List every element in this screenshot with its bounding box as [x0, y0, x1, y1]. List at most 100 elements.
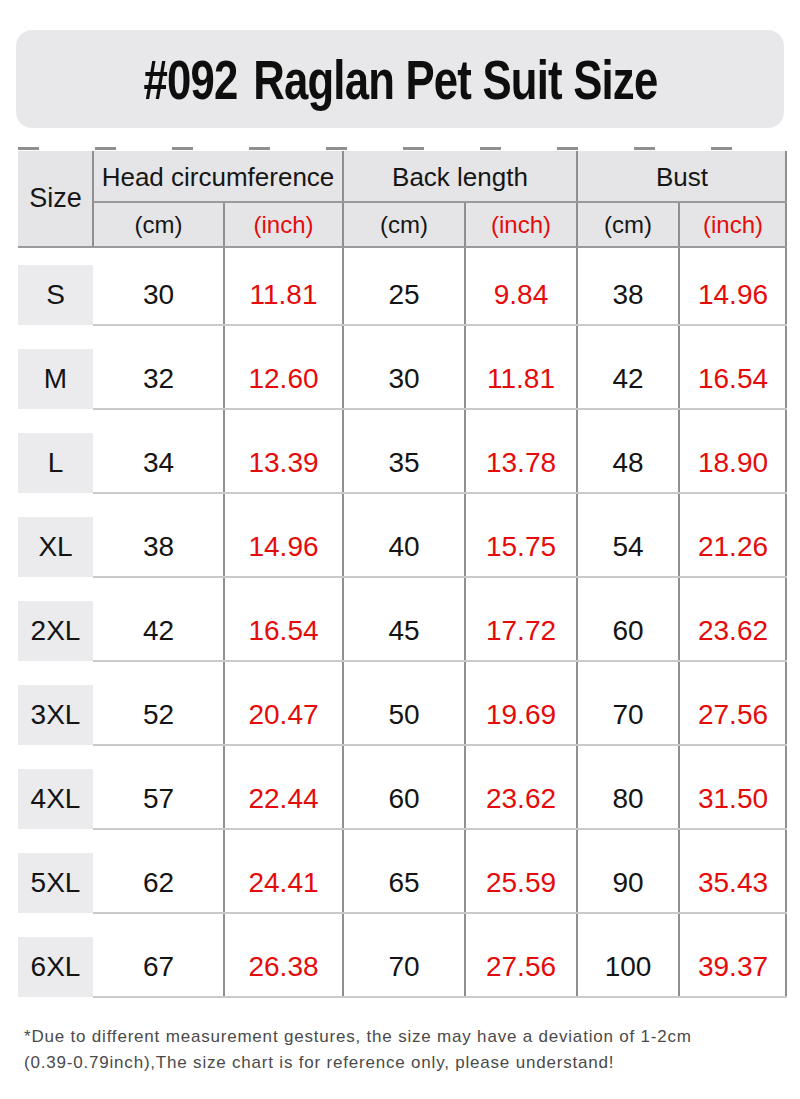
- row-separator: [93, 660, 787, 662]
- unit-header-bust-inch: (inch): [679, 204, 787, 246]
- size-label: L: [18, 433, 93, 493]
- unit-header-back-inch: (inch): [465, 204, 577, 246]
- bust-inch-value: 39.37: [679, 937, 787, 997]
- back-inch-value: 9.84: [465, 265, 577, 325]
- bust-inch-value: 35.43: [679, 853, 787, 913]
- back-cm-value: 40: [343, 517, 465, 577]
- bust-inch-value: 31.50: [679, 769, 787, 829]
- column-group-back-length: Back length: [343, 151, 577, 204]
- head-inch-value: 20.47: [224, 685, 343, 745]
- bust-cm-value: 100: [577, 937, 679, 997]
- size-label: M: [18, 349, 93, 409]
- product-code: #092: [143, 47, 237, 112]
- bust-inch-value: 23.62: [679, 601, 787, 661]
- bust-cm-value: 42: [577, 349, 679, 409]
- column-group-bust: Bust: [577, 151, 787, 204]
- unit-header-head-cm: (cm): [93, 204, 224, 246]
- back-inch-value: 19.69: [465, 685, 577, 745]
- disclaimer-line-1: *Due to different measurement gestures, …: [24, 1024, 786, 1050]
- title-banner: #092 Raglan Pet Suit Size: [16, 30, 784, 128]
- group-header-underline: [93, 201, 787, 203]
- back-inch-value: 11.81: [465, 349, 577, 409]
- size-label: 4XL: [18, 769, 93, 829]
- bust-inch-value: 27.56: [679, 685, 787, 745]
- disclaimer-note: *Due to different measurement gestures, …: [24, 1024, 786, 1076]
- back-inch-value: 27.56: [465, 937, 577, 997]
- table-row: 2XL 42 16.54 45 17.72 60 23.62: [18, 601, 787, 661]
- head-cm-value: 32: [93, 349, 224, 409]
- table-row: XL 38 14.96 40 15.75 54 21.26: [18, 517, 787, 577]
- head-cm-value: 34: [93, 433, 224, 493]
- back-inch-value: 13.78: [465, 433, 577, 493]
- back-cm-value: 35: [343, 433, 465, 493]
- back-cm-value: 45: [343, 601, 465, 661]
- back-inch-value: 15.75: [465, 517, 577, 577]
- unit-header-head-inch: (inch): [224, 204, 343, 246]
- back-inch-value: 23.62: [465, 769, 577, 829]
- head-cm-value: 30: [93, 265, 224, 325]
- bust-cm-value: 38: [577, 265, 679, 325]
- head-inch-value: 11.81: [224, 265, 343, 325]
- row-separator: [93, 828, 787, 830]
- bust-cm-value: 60: [577, 601, 679, 661]
- column-group-head-circumference: Head circumference: [93, 151, 343, 204]
- unit-header-bust-cm: (cm): [577, 204, 679, 246]
- size-label: S: [18, 265, 93, 325]
- table-row: 3XL 52 20.47 50 19.69 70 27.56: [18, 685, 787, 745]
- back-inch-value: 25.59: [465, 853, 577, 913]
- head-inch-value: 13.39: [224, 433, 343, 493]
- bust-inch-value: 18.90: [679, 433, 787, 493]
- size-label: 6XL: [18, 937, 93, 997]
- product-name: Raglan Pet Suit Size: [253, 47, 657, 112]
- row-separator: [93, 744, 787, 746]
- disclaimer-line-2: (0.39-0.79inch),The size chart is for re…: [24, 1050, 786, 1076]
- back-cm-value: 70: [343, 937, 465, 997]
- back-cm-value: 30: [343, 349, 465, 409]
- row-separator: [93, 912, 787, 914]
- head-inch-value: 16.54: [224, 601, 343, 661]
- head-inch-value: 12.60: [224, 349, 343, 409]
- row-separator: [93, 576, 787, 578]
- head-inch-value: 14.96: [224, 517, 343, 577]
- table-top-dashed-border: [18, 147, 787, 150]
- table-row: M 32 12.60 30 11.81 42 16.54: [18, 349, 787, 409]
- back-cm-value: 60: [343, 769, 465, 829]
- head-cm-value: 57: [93, 769, 224, 829]
- row-separator: [93, 492, 787, 494]
- unit-header-back-cm: (cm): [343, 204, 465, 246]
- size-label: 5XL: [18, 853, 93, 913]
- table-row: S 30 11.81 25 9.84 38 14.96: [18, 265, 787, 325]
- head-inch-value: 22.44: [224, 769, 343, 829]
- header-bottom-border: [18, 246, 787, 248]
- size-label: XL: [18, 517, 93, 577]
- head-inch-value: 24.41: [224, 853, 343, 913]
- table-row: 6XL 67 26.38 70 27.56 100 39.37: [18, 937, 787, 997]
- bust-cm-value: 48: [577, 433, 679, 493]
- size-label: 2XL: [18, 601, 93, 661]
- table-row: L 34 13.39 35 13.78 48 18.90: [18, 433, 787, 493]
- page-title: #092 Raglan Pet Suit Size: [143, 47, 657, 112]
- column-header-size: Size: [18, 151, 93, 246]
- bust-cm-value: 90: [577, 853, 679, 913]
- size-label: 3XL: [18, 685, 93, 745]
- head-cm-value: 38: [93, 517, 224, 577]
- row-separator: [93, 324, 787, 326]
- size-chart-page: #092 Raglan Pet Suit Size Size Head circ…: [0, 0, 800, 1099]
- bust-inch-value: 21.26: [679, 517, 787, 577]
- table-row: 5XL 62 24.41 65 25.59 90 35.43: [18, 853, 787, 913]
- table-row: 4XL 57 22.44 60 23.62 80 31.50: [18, 769, 787, 829]
- table-header: Size Head circumference Back length Bust…: [18, 151, 787, 246]
- back-cm-value: 65: [343, 853, 465, 913]
- head-cm-value: 67: [93, 937, 224, 997]
- bust-inch-value: 16.54: [679, 349, 787, 409]
- head-cm-value: 42: [93, 601, 224, 661]
- head-inch-value: 26.38: [224, 937, 343, 997]
- back-inch-value: 17.72: [465, 601, 577, 661]
- row-separator: [93, 996, 787, 998]
- row-separator: [93, 408, 787, 410]
- bust-cm-value: 80: [577, 769, 679, 829]
- back-cm-value: 50: [343, 685, 465, 745]
- bust-cm-value: 70: [577, 685, 679, 745]
- bust-inch-value: 14.96: [679, 265, 787, 325]
- divider-size-column: [92, 151, 94, 247]
